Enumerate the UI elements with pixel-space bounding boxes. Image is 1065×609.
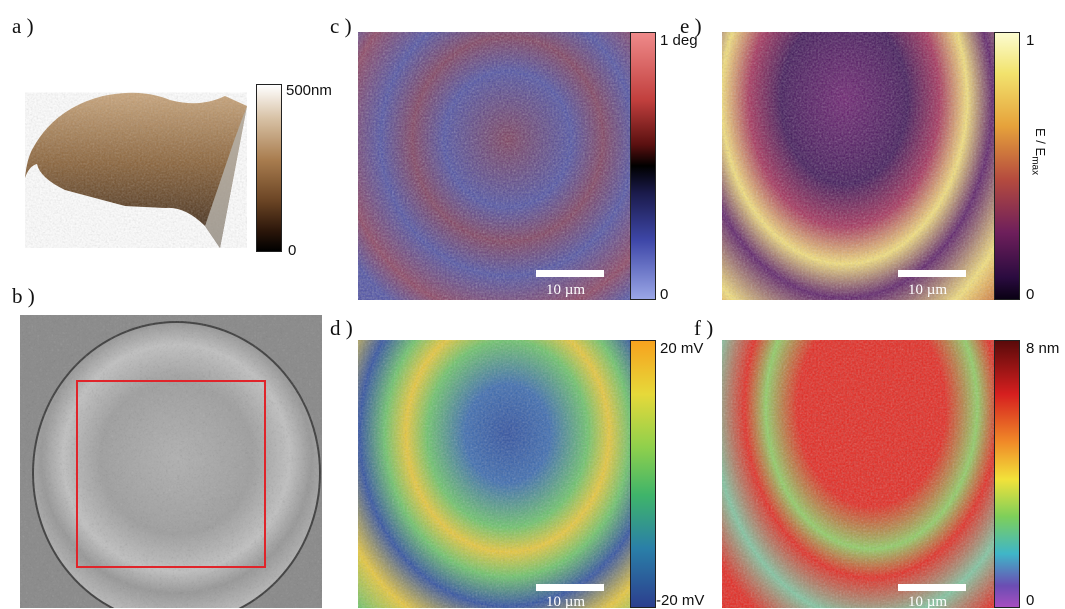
potential-colorbar xyxy=(630,340,656,608)
scalebar-d xyxy=(536,584,604,591)
panel-f-label: f ) xyxy=(694,316,714,340)
panel-e-label: e ) xyxy=(680,14,702,38)
panel-c-label: c ) xyxy=(330,14,352,38)
phase-colorbar xyxy=(630,32,656,300)
scalebar-f xyxy=(898,584,966,591)
panel-b-label: b ) xyxy=(12,284,35,308)
afm-3d-topography xyxy=(25,92,247,248)
phase-map: 10 µm xyxy=(358,32,630,300)
scalebar-d-label: 10 µm xyxy=(546,594,586,608)
panel-d-label: d ) xyxy=(330,316,353,340)
optical-image xyxy=(20,315,322,608)
phase-colorbar-min: 0 xyxy=(660,286,669,303)
selection-box xyxy=(76,380,266,568)
scalebar-c-label: 10 µm xyxy=(546,282,586,298)
afm-colorbar-max: 500nm xyxy=(286,82,332,99)
modulus-colorbar-title: E / Emax xyxy=(1029,128,1048,176)
modulus-colorbar xyxy=(994,32,1020,300)
height-map: 10 µm xyxy=(722,340,994,608)
modulus-colorbar-min: 0 xyxy=(1026,286,1035,303)
height-colorbar-min: 0 xyxy=(1026,592,1035,609)
panel-a-label: a ) xyxy=(12,14,34,38)
scalebar-f-label: 10 µm xyxy=(908,594,948,608)
afm-colorbar xyxy=(256,84,282,252)
height-colorbar xyxy=(994,340,1020,608)
scalebar-e xyxy=(898,270,966,277)
afm-colorbar-min: 0 xyxy=(288,242,297,259)
modulus-colorbar-max: 1 xyxy=(1026,32,1035,49)
height-colorbar-max: 8 nm xyxy=(1026,340,1060,357)
phase-colorbar-max: 1 deg xyxy=(660,32,698,49)
potential-colorbar-min: -20 mV xyxy=(656,592,705,609)
potential-colorbar-max: 20 mV xyxy=(660,340,704,357)
scalebar-c xyxy=(536,270,604,277)
potential-map: 10 µm xyxy=(358,340,630,608)
scalebar-e-label: 10 µm xyxy=(908,282,948,298)
modulus-map: 10 µm xyxy=(722,32,994,300)
